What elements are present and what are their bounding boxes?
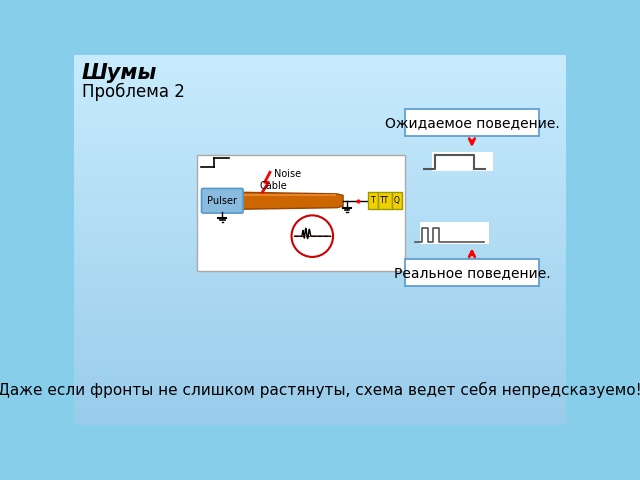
- Bar: [74, 295, 566, 301]
- Bar: [74, 393, 566, 400]
- Bar: [392, 192, 403, 209]
- Bar: [74, 153, 566, 160]
- Bar: [74, 338, 566, 345]
- Bar: [74, 332, 566, 338]
- Bar: [74, 270, 566, 277]
- Bar: [74, 387, 566, 394]
- Bar: [74, 67, 566, 74]
- Bar: [74, 350, 566, 357]
- Bar: [74, 411, 566, 419]
- Bar: [74, 178, 566, 185]
- Bar: [74, 369, 566, 375]
- Bar: [74, 166, 566, 172]
- Bar: [74, 252, 566, 258]
- Bar: [74, 221, 566, 228]
- Bar: [74, 399, 566, 406]
- Bar: [74, 110, 566, 117]
- Bar: [74, 85, 566, 92]
- Bar: [74, 104, 566, 111]
- Bar: [74, 79, 566, 86]
- Text: Noise: Noise: [274, 169, 301, 179]
- Text: TT: TT: [380, 196, 390, 205]
- Polygon shape: [241, 192, 343, 209]
- Bar: [74, 61, 566, 68]
- Bar: [74, 307, 566, 314]
- Bar: [74, 116, 566, 123]
- Text: Q: Q: [394, 196, 400, 205]
- Bar: [420, 222, 489, 244]
- Bar: [74, 319, 566, 326]
- Bar: [404, 109, 540, 136]
- Bar: [74, 288, 566, 295]
- Text: Pulser: Pulser: [207, 196, 237, 206]
- Bar: [74, 92, 566, 98]
- Bar: [74, 362, 566, 369]
- Bar: [74, 129, 566, 135]
- Bar: [74, 276, 566, 283]
- Bar: [74, 245, 566, 252]
- Bar: [404, 259, 540, 286]
- Bar: [74, 73, 566, 80]
- Text: Реальное поведение.: Реальное поведение.: [394, 266, 550, 280]
- Bar: [74, 313, 566, 320]
- Bar: [368, 192, 378, 209]
- Bar: [74, 196, 566, 203]
- Bar: [74, 159, 566, 166]
- Bar: [74, 202, 566, 209]
- Text: Даже если фронты не слишком растянуты, схема ведет себя непредсказуемо!: Даже если фронты не слишком растянуты, с…: [0, 382, 640, 398]
- Bar: [74, 134, 566, 142]
- Bar: [431, 152, 493, 171]
- Bar: [74, 406, 566, 412]
- Bar: [74, 264, 566, 271]
- Text: Проблема 2: Проблема 2: [81, 82, 184, 100]
- FancyBboxPatch shape: [202, 189, 243, 213]
- Bar: [74, 171, 566, 179]
- Bar: [74, 208, 566, 216]
- Bar: [378, 192, 392, 209]
- Bar: [74, 374, 566, 382]
- Bar: [74, 190, 566, 197]
- Bar: [74, 356, 566, 363]
- Text: Cable: Cable: [260, 181, 288, 191]
- Bar: [74, 381, 566, 388]
- Text: T: T: [371, 196, 376, 205]
- Bar: [74, 147, 566, 154]
- Bar: [74, 227, 566, 234]
- Bar: [74, 122, 566, 129]
- Bar: [74, 325, 566, 332]
- Bar: [74, 141, 566, 148]
- Bar: [74, 258, 566, 264]
- Bar: [74, 55, 566, 61]
- Bar: [74, 301, 566, 308]
- Text: Шумы: Шумы: [81, 63, 157, 83]
- Bar: [74, 282, 566, 289]
- Bar: [74, 215, 566, 222]
- Bar: [74, 184, 566, 191]
- Bar: [74, 418, 566, 425]
- Bar: [74, 233, 566, 240]
- Bar: [197, 156, 404, 271]
- Text: Ожидаемое поведение.: Ожидаемое поведение.: [385, 116, 559, 130]
- Bar: [74, 239, 566, 246]
- Bar: [74, 97, 566, 105]
- Bar: [74, 344, 566, 351]
